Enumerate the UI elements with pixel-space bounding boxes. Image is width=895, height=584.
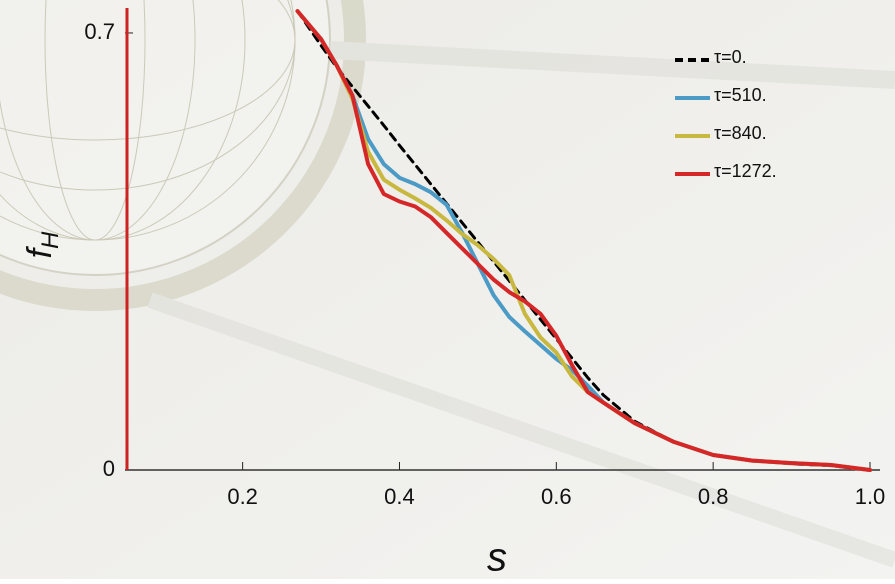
legend-label: τ=510. [714, 85, 767, 105]
legend-label: τ=0. [714, 47, 747, 67]
x-tick-label: 0.2 [227, 484, 258, 509]
y-tick-label: 0.7 [84, 19, 115, 44]
background-art [0, 0, 895, 568]
x-tick-label: 0.4 [384, 484, 415, 509]
legend-label: τ=840. [714, 123, 767, 143]
x-tick-label: 0.8 [698, 484, 729, 509]
x-tick-label: 0.6 [541, 484, 572, 509]
line-series [295, 9, 872, 472]
y-axis-label-sub: H [37, 231, 64, 249]
x-tick-label: 1.0 [855, 484, 886, 509]
legend-label: τ=1272. [714, 161, 777, 181]
y-tick-label: 0 [103, 456, 115, 481]
x-axis-label: s [487, 536, 507, 579]
